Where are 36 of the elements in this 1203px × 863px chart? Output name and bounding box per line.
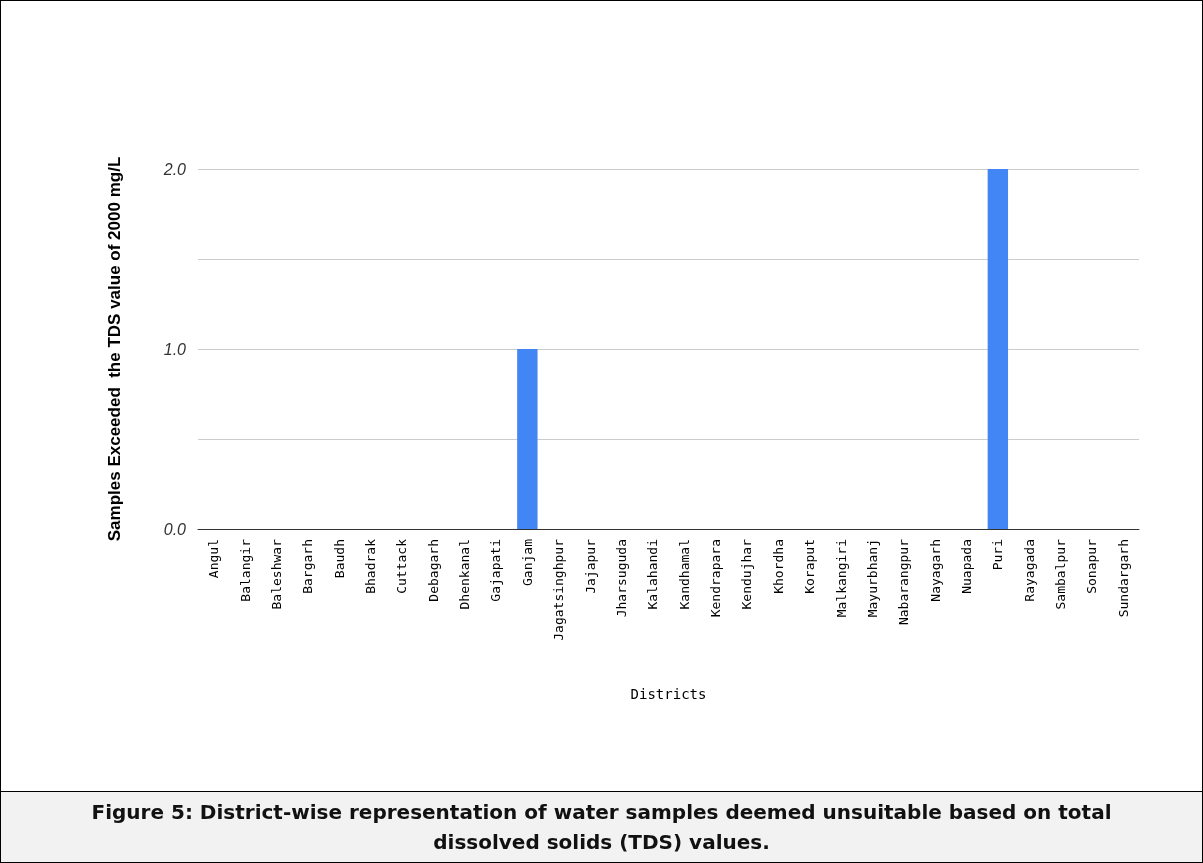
x-tick-label: Debagarh [425,539,441,602]
x-tick-label: Rayagada [1021,539,1037,602]
x-tick-label: Kalahandi [645,539,661,610]
x-tick-label: Sundargarh [1115,539,1131,618]
y-tick-label: 1.0 [163,340,187,358]
x-tick-label: Nuapada [958,539,974,594]
x-tick-label: Bargarh [300,539,316,594]
x-tick-label: Cuttack [394,538,410,594]
x-tick-label: Malkangiri [833,539,849,618]
x-tick-label: Dhenkanal [457,539,473,610]
y-axis-title: Samples Exceeded the TDS value of 2000 mg/L [105,156,124,542]
x-tick-label: Jagatsinghpur [551,538,567,641]
y-tick-label: 2.0 [162,160,187,178]
x-tick-label: Kendujhar [739,538,755,610]
x-tick-label: Kendrapara [708,539,724,618]
x-tick-label: Mayurbhanj [864,539,880,618]
caption: Figure 5: District-wise representation of water samples deemed unsuitable based on total dissolved solids (TDS) values. [1,791,1202,862]
x-tick-label: Balangir [237,538,253,602]
x-tick-label: Puri [990,539,1006,571]
x-axis-title: Districts [630,686,707,702]
x-tick-label: Sambalpur [1053,538,1069,610]
x-tick-label: Khordha [770,539,786,594]
x-tick-label: Nayagarh [927,539,943,602]
x-tick-label: Gajapati [488,539,504,602]
x-tick-label: Sonapur [1084,538,1100,594]
x-tick-label: Bhadrak [363,538,379,594]
x-tick-label: Baudh [331,539,347,579]
x-tick-label: Jajapur [582,538,598,594]
x-tick-label: Kandhamal [676,539,692,610]
x-tick-label: Angul [206,539,222,579]
x-tick-label: Jharsuguda [613,539,629,618]
x-tick-label: Koraput [802,539,818,594]
x-tick-label: Ganjam [519,538,535,586]
x-tick-label: Baleshwar [268,538,284,610]
y-tick-label: 0.0 [163,520,187,538]
x-tick-label: Nabarangpur [896,538,912,626]
